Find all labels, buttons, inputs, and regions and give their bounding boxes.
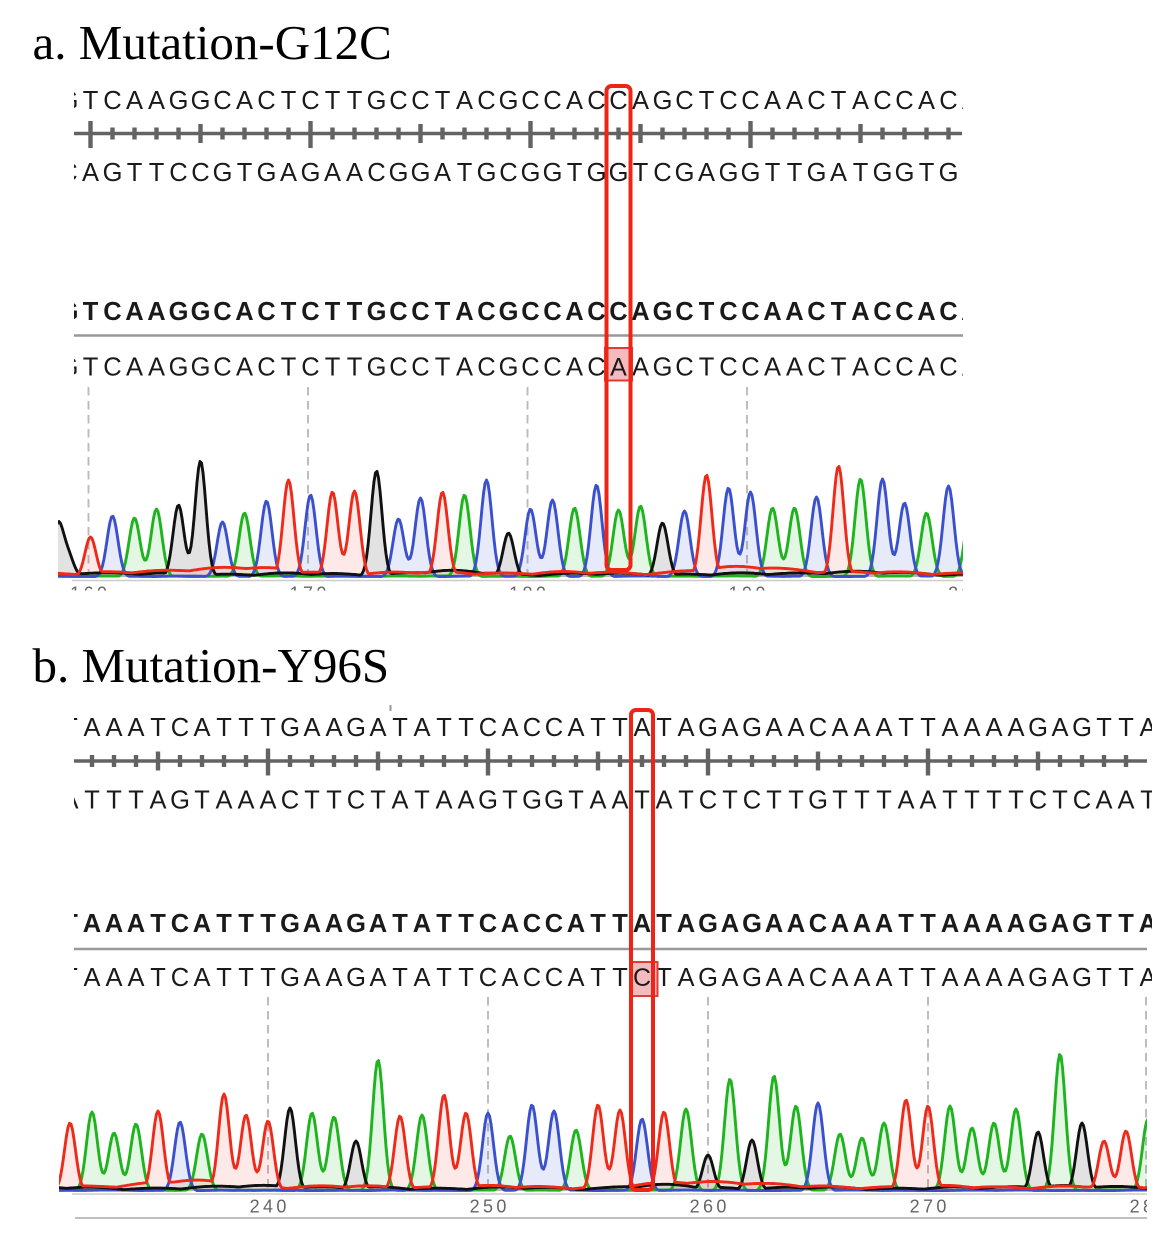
svg-text:160: 160	[70, 584, 107, 604]
svg-text:a. Mutation-G12C: a. Mutation-G12C	[33, 15, 392, 70]
svg-text:260: 260	[690, 1197, 727, 1217]
svg-text:A: A	[610, 354, 627, 382]
svg-text:280: 280	[1130, 1197, 1167, 1217]
svg-text:170: 170	[290, 584, 327, 604]
svg-text:270: 270	[910, 1197, 947, 1217]
svg-text:TAAATCATTTGAAGATATTCACCATTCTAG: TAAATCATTTGAAGATATTCACCATTCTAGAGAACAAATT…	[62, 964, 1175, 992]
svg-text:C: C	[633, 964, 651, 992]
svg-text:200: 200	[948, 584, 985, 604]
svg-text:b. Mutation-Y96S: b. Mutation-Y96S	[33, 638, 390, 693]
svg-text:180: 180	[509, 584, 546, 604]
svg-text:250: 250	[470, 1197, 507, 1217]
svg-text:190: 190	[729, 584, 766, 604]
svg-text:240: 240	[250, 1197, 287, 1217]
